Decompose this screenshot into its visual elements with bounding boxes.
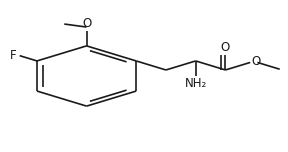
Text: NH₂: NH₂ <box>185 77 207 90</box>
Text: methyl: methyl <box>281 70 286 71</box>
Text: O: O <box>221 41 230 54</box>
Text: methoxy: methoxy <box>55 22 61 23</box>
Text: O: O <box>252 55 261 69</box>
Text: O: O <box>82 17 91 30</box>
Text: F: F <box>10 49 17 62</box>
